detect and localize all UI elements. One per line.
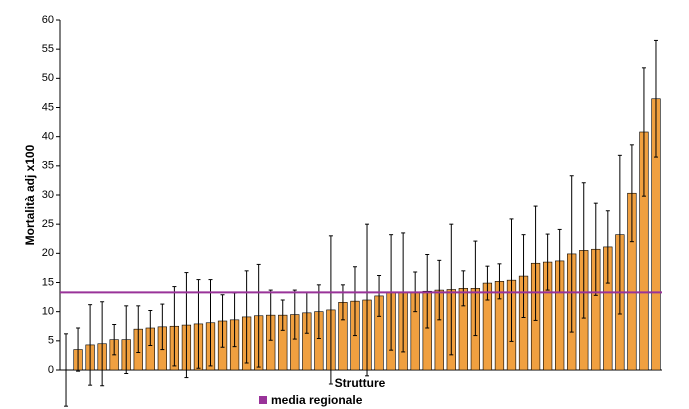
- y-axis-label: Mortalità adj x100: [23, 144, 37, 245]
- y-tick-label: 15: [42, 276, 54, 288]
- y-tick-label: 55: [42, 43, 54, 55]
- y-tick-label: 60: [42, 14, 54, 26]
- y-tick-label: 35: [42, 160, 54, 172]
- y-tick-label: 50: [42, 72, 54, 84]
- y-tick-label: 0: [48, 364, 54, 376]
- x-axis-label: Strutture: [335, 376, 386, 390]
- y-tick-label: 45: [42, 101, 54, 113]
- y-tick-label: 40: [42, 131, 54, 143]
- legend-swatch: [259, 396, 267, 404]
- y-tick-label: 20: [42, 247, 54, 259]
- legend-label: media regionale: [271, 393, 363, 407]
- y-tick-label: 25: [42, 218, 54, 230]
- y-tick-label: 30: [42, 189, 54, 201]
- y-tick-label: 10: [42, 306, 54, 318]
- y-tick-label: 5: [48, 335, 54, 347]
